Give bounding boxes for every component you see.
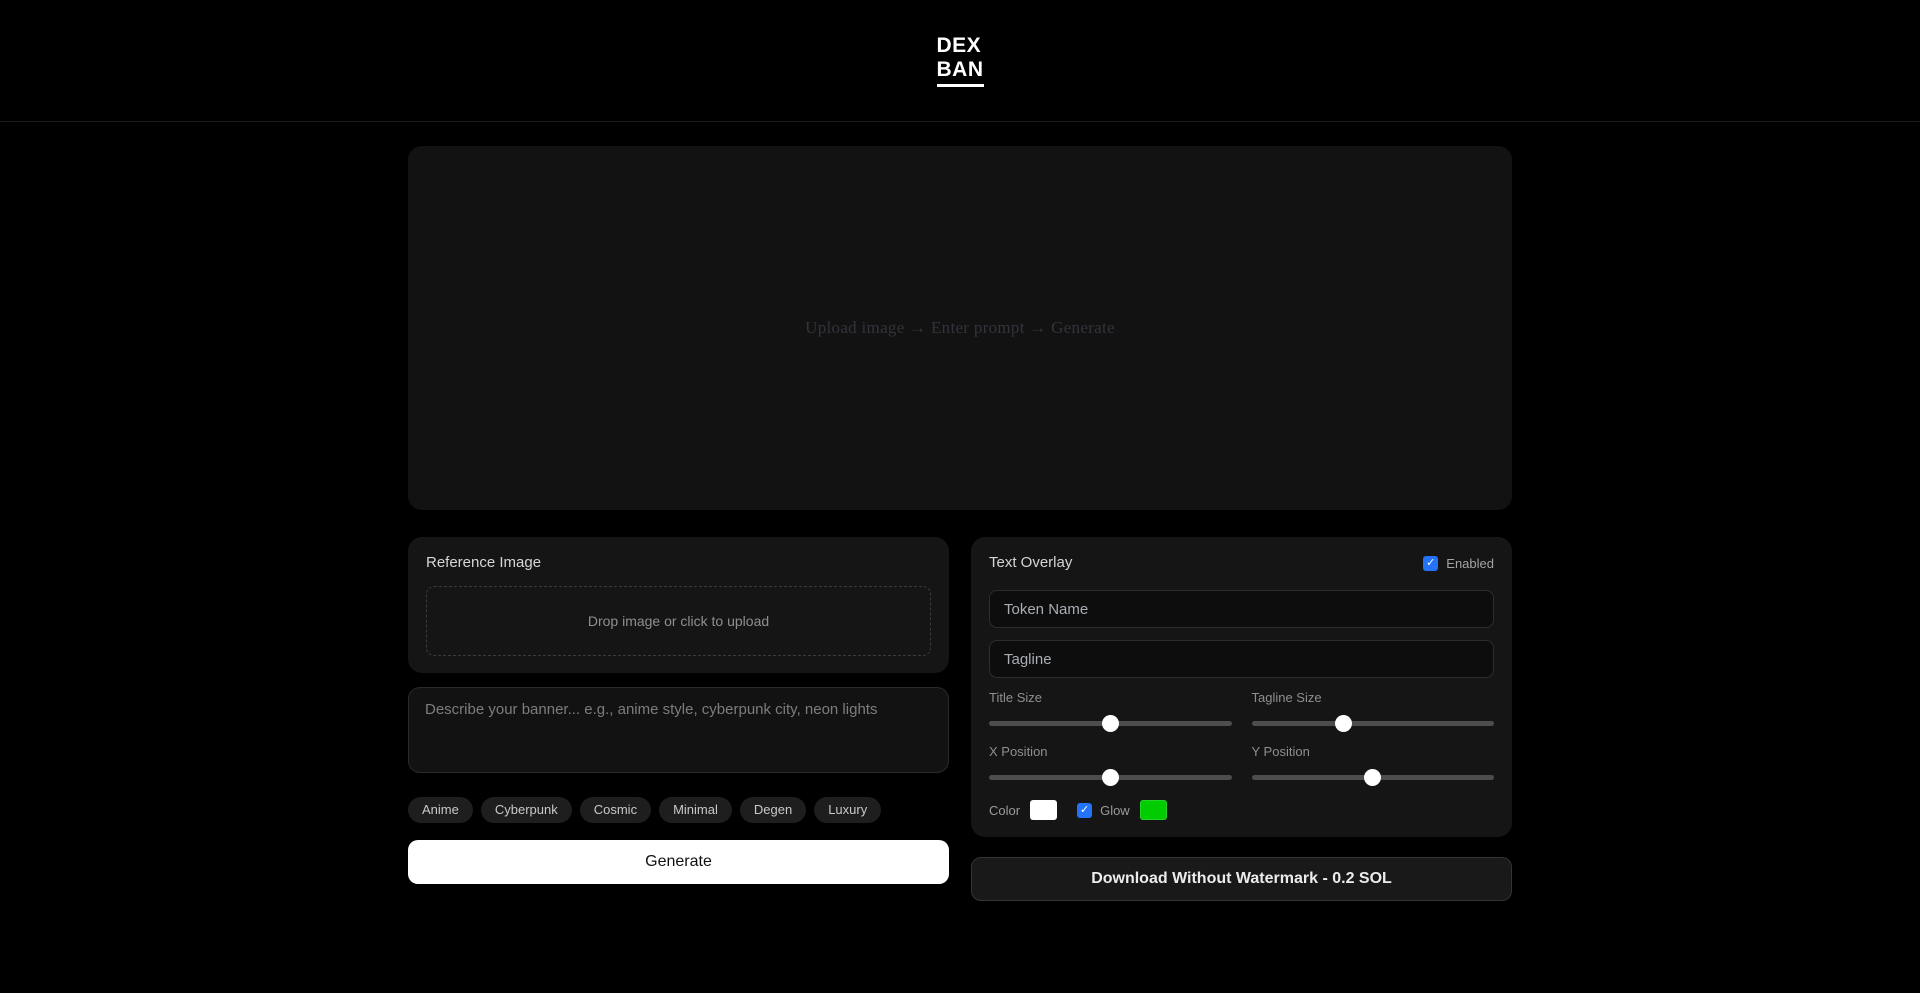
logo-line1: DEX [936, 34, 982, 57]
token-name-input[interactable] [989, 590, 1494, 628]
style-chips-row: Anime Cyberpunk Cosmic Minimal Degen Lux… [408, 797, 949, 823]
style-chip-luxury[interactable]: Luxury [814, 797, 882, 823]
title-size-control: Title Size [989, 690, 1232, 732]
right-column: Text Overlay ✓ Enabled Title Size [971, 537, 1512, 901]
x-position-slider[interactable] [989, 768, 1232, 786]
dropzone-hint-text: Drop image or click to upload [587, 613, 770, 629]
tagline-input[interactable] [989, 640, 1494, 678]
text-overlay-title: Text Overlay [989, 554, 1073, 571]
text-color-swatch[interactable] [1030, 800, 1058, 820]
slider-thumb[interactable] [1101, 768, 1119, 786]
app-logo[interactable]: DEX BAN [936, 34, 984, 87]
title-size-label: Title Size [989, 690, 1042, 705]
sliders-grid: Title Size Tagline Size [989, 690, 1494, 786]
reference-image-panel: Reference Image Drop image or click to u… [408, 537, 949, 673]
enabled-toggle-group: ✓ Enabled [1423, 555, 1494, 571]
style-chip-minimal[interactable]: Minimal [659, 797, 732, 823]
glow-checkbox[interactable]: ✓ [1077, 802, 1093, 818]
main-content: Upload image → Enter prompt → Generate R… [408, 146, 1512, 901]
text-overlay-header: Text Overlay ✓ Enabled [989, 554, 1494, 572]
slider-thumb[interactable] [1101, 714, 1119, 732]
enabled-label: Enabled [1446, 555, 1494, 571]
style-chip-cosmic[interactable]: Cosmic [579, 797, 652, 823]
app-header: DEX BAN [0, 0, 1920, 122]
generate-button[interactable]: Generate [408, 840, 949, 884]
controls-row: Reference Image Drop image or click to u… [408, 537, 1512, 901]
banner-preview-area[interactable]: Upload image → Enter prompt → Generate [408, 146, 1512, 510]
color-glow-row: Color ✓ Glow [989, 800, 1494, 820]
tagline-size-label: Tagline Size [1251, 690, 1322, 705]
slider-track [1251, 720, 1494, 726]
y-position-slider[interactable] [1251, 768, 1494, 786]
glow-color-swatch[interactable] [1139, 800, 1167, 820]
text-overlay-panel: Text Overlay ✓ Enabled Title Size [971, 537, 1512, 837]
y-position-label: Y Position [1251, 744, 1310, 759]
y-position-control: Y Position [1251, 744, 1494, 786]
enabled-checkbox[interactable]: ✓ [1423, 555, 1439, 571]
tagline-size-slider[interactable] [1251, 714, 1494, 732]
preview-hint-text: Upload image → Enter prompt → Generate [805, 318, 1115, 337]
style-chip-degen[interactable]: Degen [739, 797, 807, 823]
prompt-input[interactable] [408, 687, 949, 773]
left-column: Reference Image Drop image or click to u… [408, 537, 949, 884]
slider-thumb[interactable] [1364, 768, 1382, 786]
x-position-control: X Position [989, 744, 1232, 786]
reference-image-title: Reference Image [426, 554, 542, 571]
glow-label: Glow [1100, 802, 1130, 818]
download-without-watermark-button[interactable]: Download Without Watermark - 0.2 SOL [971, 857, 1512, 901]
style-chip-anime[interactable]: Anime [408, 797, 473, 823]
slider-thumb[interactable] [1335, 714, 1353, 732]
logo-line2: BAN [936, 58, 984, 87]
x-position-label: X Position [989, 744, 1048, 759]
style-chip-cyberpunk[interactable]: Cyberpunk [480, 797, 572, 823]
tagline-size-control: Tagline Size [1251, 690, 1494, 732]
image-dropzone[interactable]: Drop image or click to upload [426, 586, 931, 656]
title-size-slider[interactable] [989, 714, 1232, 732]
color-label: Color [989, 802, 1021, 818]
